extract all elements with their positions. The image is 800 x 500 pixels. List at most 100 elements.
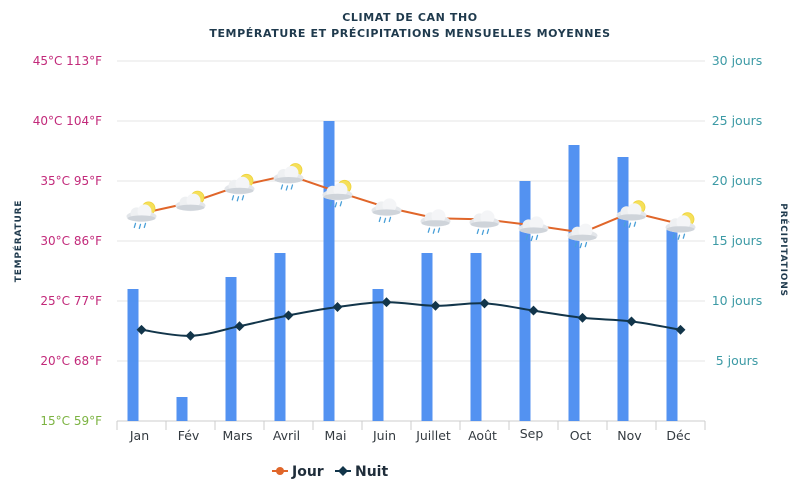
cloud-shape [224, 176, 255, 195]
x-tick-label: Juin [372, 428, 396, 443]
y-right-tick-label: 10 jours [712, 293, 763, 308]
precipitation-bar [519, 181, 531, 421]
rain-drop [427, 227, 431, 233]
weather-icons [126, 163, 696, 249]
y-left-tick-label: 20°C 68°F [40, 354, 102, 368]
y-left-ticks: 45°C 113°F 40°C 104°F 35°C 95°F 30°C 86°F 25… [33, 54, 102, 428]
y-right-tick-label: 30 jours [712, 53, 763, 68]
rain-cloud-icon [518, 216, 549, 242]
rain-drop [231, 195, 235, 201]
legend-nuit-label: Nuit [355, 464, 388, 480]
grid-lines [117, 60, 705, 362]
rain-drop [486, 228, 490, 235]
rain-drop [633, 221, 637, 227]
y-left-tick-label: 15°C 59°F [40, 414, 102, 428]
cloud-shape [518, 216, 549, 234]
rain-drop [432, 228, 436, 234]
rain-drop [241, 195, 245, 201]
cloud-shape [273, 166, 304, 184]
cloud-shadow [127, 215, 156, 222]
cloud-puff [235, 176, 250, 191]
night-point [626, 316, 637, 327]
night-point [479, 298, 490, 309]
y-right-tick-label: 25 jours [712, 113, 763, 128]
cloud-puff [529, 216, 544, 231]
precipitation-bar [568, 145, 580, 421]
night-point [283, 310, 294, 321]
rain-drop [334, 202, 338, 208]
rain-drop [437, 227, 441, 233]
night-point [234, 321, 245, 332]
rain-drop [476, 228, 480, 235]
y-left-tick-label: 35°C 95°F [40, 174, 102, 188]
y-left-tick-label: 30°C 86°F [40, 234, 102, 248]
rain-drop [285, 185, 289, 191]
rain-drop [530, 235, 534, 242]
x-axis: Jan Fév Mars Avril Mai Juin Juillet Août Sep Oct N… [116, 420, 706, 443]
legend-nuit-marker [338, 466, 348, 476]
night-point [381, 297, 392, 308]
cloud-puff [284, 166, 299, 180]
precipitation-bar [323, 121, 335, 421]
rain-cloud-icon [469, 210, 500, 236]
cloud-shadow [372, 209, 401, 216]
night-point [332, 302, 343, 312]
cloud-shape [420, 209, 451, 227]
rain-drop [383, 217, 387, 224]
chart-subtitle: TEMPÉRATURE ET PRÉCIPITATIONS MENSUELLES… [209, 27, 610, 40]
rain-cloud-icon [420, 209, 451, 234]
day-line [141, 173, 681, 234]
y-left-tick-label: 45°C 113°F [33, 54, 102, 68]
rain-drop [339, 201, 343, 207]
night-point [528, 305, 539, 316]
cloud-shadow [617, 214, 646, 221]
y-right-tick-label: 5 jours [716, 353, 759, 368]
cloud-puff [676, 215, 691, 230]
rain-drop [584, 241, 588, 248]
x-tick-label: Sep [520, 426, 544, 441]
partly-cloudy-rain-icon [665, 212, 696, 240]
rain-drop [535, 234, 539, 241]
x-tick-label: Oct [570, 428, 592, 443]
legend-jour-label: Jour [291, 464, 324, 480]
rain-cloud-icon [567, 223, 598, 249]
rain-drop [143, 222, 147, 229]
rain-drop [388, 216, 392, 223]
cloud-puff [578, 223, 593, 238]
precipitation-bar [617, 157, 629, 421]
x-tick-label: Août [468, 428, 497, 443]
cloud-shape [126, 204, 157, 222]
partly-cloudy-rain-icon [126, 201, 157, 230]
precipitation-bar [666, 229, 678, 421]
rain-drop [378, 216, 382, 223]
rain-drop [628, 222, 632, 228]
night-point [577, 312, 588, 323]
precipitation-bar [274, 253, 286, 421]
cloud-shadow [176, 204, 205, 211]
x-tick-label: Jan [129, 428, 149, 443]
legend-item-jour[interactable]: Jour [272, 464, 324, 480]
cloud-shape [567, 223, 598, 242]
rain-drop [236, 196, 240, 202]
cloud-shadow [274, 177, 303, 183]
rain-drop [138, 223, 142, 230]
night-point [430, 300, 441, 311]
rain-drop [525, 234, 529, 241]
precipitation-bar [127, 289, 139, 421]
legend-item-nuit[interactable]: Nuit [335, 464, 388, 480]
rain-drop [623, 221, 627, 227]
rain-drop [574, 241, 578, 248]
cloud-puff [186, 193, 201, 208]
partly-cloudy-icon [175, 190, 206, 212]
cloud-shape [371, 198, 402, 216]
rain-drop [672, 233, 676, 239]
cloud-shadow [470, 221, 499, 228]
rain-drop [280, 184, 284, 190]
cloud-shape [665, 215, 696, 233]
y-right-tick-label: 15 jours [712, 233, 763, 248]
cloud-puff [627, 203, 642, 218]
x-tick-label: Juillet [415, 428, 451, 443]
cloud-shadow [421, 220, 450, 227]
night-point [185, 330, 196, 341]
